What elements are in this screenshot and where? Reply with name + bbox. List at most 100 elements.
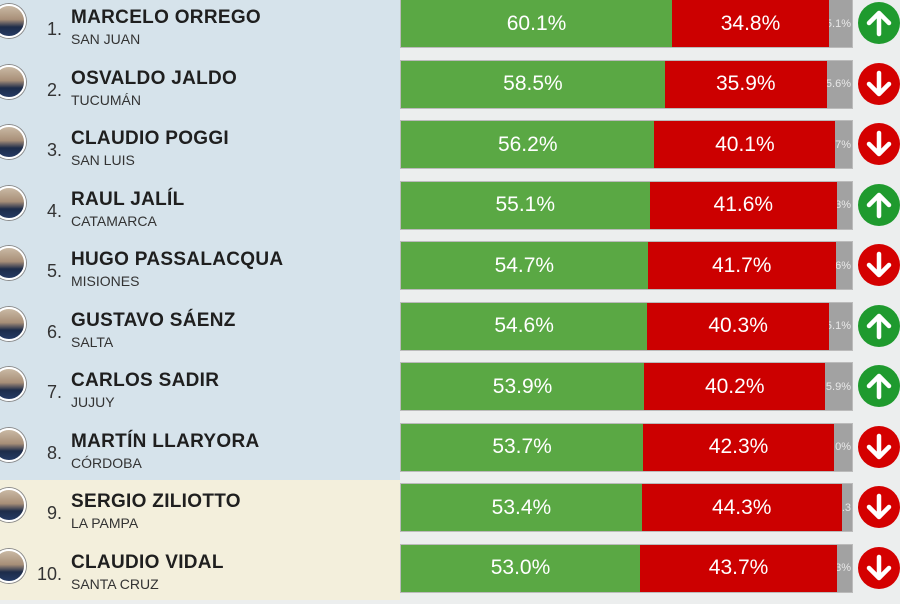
province-name: JUJUY [71,394,115,410]
approve-segment: 60.1% [401,0,673,47]
disapprove-segment: 41.7% [647,242,836,289]
disapprove-segment: 34.8% [672,0,829,47]
arrow-up-icon [858,183,900,226]
other-segment: 3.7% [835,121,852,168]
approval-bar: 54.6% 40.3% 5.1% [400,301,853,351]
province-name: MISIONES [71,273,140,289]
rank-number: 9. [46,503,62,523]
province-name: SANTA CRUZ [71,575,159,592]
arrow-up-icon [858,365,900,407]
approve-segment: 56.2% [401,121,655,168]
approval-bar: 60.1% 34.8% 5.1% [400,0,853,48]
ranking-row: 7. CARLOS SADIR JUJUY 53.9% 40.2% 5.9% [0,362,900,422]
disapprove-segment: 40.3% [647,302,829,350]
ranking-row: 9. SERGIO ZILIOTTO LA PAMPA 53.4% 44.3% … [0,483,900,543]
approval-bar: 53.7% 42.3% 4.0% [400,422,853,472]
avatar [0,185,26,220]
approval-bar: 58.5% 35.9% 5.6% [400,59,853,109]
avatar [0,4,26,38]
governor-name: MARTÍN LLARYORA [71,430,260,452]
ranking-row: 3. CLAUDIO POGGI SAN LUIS 56.2% 40.1% 3.… [0,120,900,180]
avatar [0,306,26,341]
avatar [0,427,26,462]
disapprove-segment: 35.9% [664,60,827,108]
ranking-row: 4. RAUL JALÍL CATAMARCA 55.1% 41.6% 3.3% [0,180,900,241]
approve-segment: 53.4% [401,484,642,531]
avatar [0,246,26,280]
avatar [0,548,26,583]
rank-number: 10. [36,563,62,584]
disapprove-segment: 40.1% [654,121,836,168]
approve-segment: 55.1% [401,181,650,229]
other-segment: 5.9% [825,363,852,410]
approve-segment: 58.5% [401,60,665,108]
governor-name: MARCELO ORREGO [71,7,261,28]
other-segment: 2.3 [841,484,852,531]
arrow-up-icon [858,2,900,44]
rank-number: 8. [46,442,62,463]
approve-segment: 53.0% [401,544,641,592]
ranking-row: 10. CLAUDIO VIDAL SANTA CRUZ 53.0% 43.7%… [0,543,900,604]
approve-segment: 54.6% [401,302,648,350]
other-segment: 3.6% [835,242,852,289]
governor-name: GUSTAVO SÁENZ [71,309,236,331]
ranking-background [0,0,400,600]
governor-name: SERGIO ZILIOTTO [71,491,241,512]
ranking-row: 6. GUSTAVO SÁENZ SALTA 54.6% 40.3% 5.1% [0,301,900,362]
arrow-down-icon [858,62,900,105]
disapprove-segment: 44.3% [641,484,842,531]
ranking-row: 5. HUGO PASSALACQUA MISIONES 54.7% 41.7%… [0,241,900,301]
avatar [0,125,26,159]
other-segment: 3.3% [837,544,852,592]
rank-number: 2. [46,79,62,100]
province-name: LA PAMPA [71,515,139,531]
avatar [0,367,26,401]
province-name: CATAMARCA [71,212,157,229]
approval-bar: 54.7% 41.7% 3.6% [400,241,853,290]
governor-name: CLAUDIO POGGI [71,128,230,149]
governor-name: CLAUDIO VIDAL [71,551,224,573]
approval-bar: 53.0% 43.7% 3.3% [400,543,853,593]
province-name: SALTA [71,333,114,350]
avatar [0,64,26,99]
ranking-row: 8. MARTÍN LLARYORA CÓRDOBA 53.7% 42.3% 4… [0,422,900,483]
arrow-down-icon [858,123,900,165]
arrow-down-icon [858,425,900,468]
disapprove-segment: 43.7% [640,544,838,592]
other-segment: 5.6% [826,60,852,108]
governor-name: OSVALDO JALDO [71,67,238,89]
governor-name: RAUL JALÍL [71,188,185,210]
disapprove-segment: 40.2% [644,363,826,410]
province-name: TUCUMÁN [71,91,141,108]
disapprove-segment: 41.6% [649,181,838,229]
arrow-down-icon [858,244,900,286]
rank-number: 7. [46,382,62,402]
province-name: CÓRDOBA [71,454,142,471]
rank-number: 4. [46,200,62,221]
other-segment: 5.1% [828,0,852,47]
rank-number: 5. [46,261,62,281]
governor-name: CARLOS SADIR [71,370,220,391]
disapprove-segment: 42.3% [643,423,834,471]
approval-bar: 53.9% 40.2% 5.9% [400,362,853,411]
province-name: SAN LUIS [71,152,135,168]
approval-bar: 53.4% 44.3% 2.3 [400,483,853,532]
rank-number: 3. [46,140,62,160]
province-name: SAN JUAN [71,31,141,47]
ranking-row: 1. MARCELO ORREGO SAN JUAN 60.1% 34.8% 5… [0,0,900,59]
rank-number: 6. [46,321,62,342]
ranking-row: 2. OSVALDO JALDO TUCUMÁN 58.5% 35.9% 5.6… [0,59,900,120]
approve-segment: 53.7% [401,423,644,471]
arrow-down-icon [858,486,900,528]
other-segment: 4.0% [833,423,852,471]
approval-bar: 55.1% 41.6% 3.3% [400,180,853,230]
governor-name: HUGO PASSALACQUA [71,249,284,270]
arrow-down-icon [858,546,900,589]
approve-segment: 53.9% [401,363,645,410]
other-segment: 3.3% [837,181,852,229]
approval-bar: 56.2% 40.1% 3.7% [400,120,853,169]
other-segment: 5.1% [828,302,852,350]
rank-number: 1. [46,19,62,39]
arrow-up-icon [858,304,900,347]
approve-segment: 54.7% [401,242,648,289]
